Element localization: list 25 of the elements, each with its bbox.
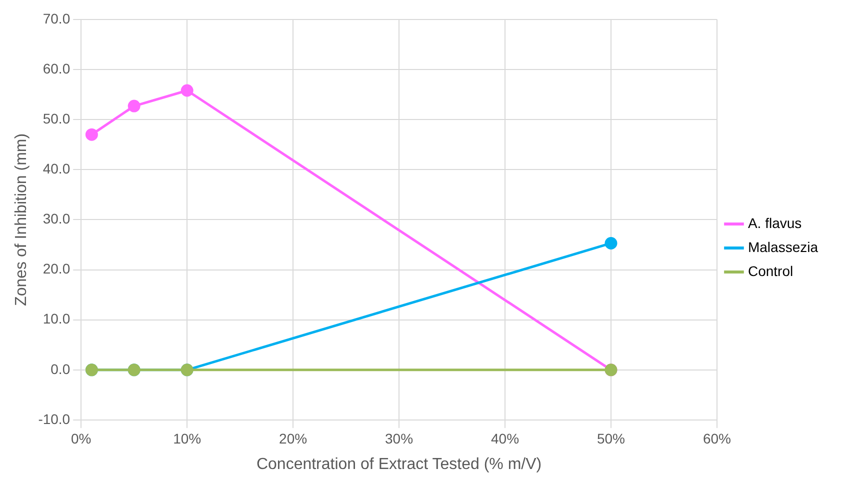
x-axis-title: Concentration of Extract Tested (% m/V)	[256, 456, 542, 473]
x-tick-label: 40%	[491, 430, 520, 446]
x-tick-label: 60%	[702, 430, 731, 446]
x-tick-label: 10%	[173, 430, 202, 446]
point	[128, 100, 140, 112]
y-axis-title: Zones of Inhibition (mm)	[13, 133, 30, 306]
y-tick-label: -10.0	[38, 410, 70, 427]
y-tick-label: 40.0	[42, 160, 70, 176]
x-tick-label: 0%	[70, 430, 92, 446]
point	[85, 128, 98, 141]
legend-label: Malassezia	[748, 238, 818, 255]
legend-label: Control	[748, 262, 794, 279]
x-tick-label: 20%	[279, 430, 308, 446]
y-tick-label: 10.0	[42, 310, 70, 327]
legend-label: A. flavus	[748, 214, 802, 231]
x-tick-label: 30%	[385, 430, 414, 446]
y-tick-label: 30.0	[42, 210, 70, 227]
y-tick-label: 0.0	[50, 360, 70, 377]
y-tick-label: 70.0	[42, 10, 70, 26]
y-tick-label: 20.0	[42, 260, 70, 277]
point	[180, 84, 194, 97]
y-tick-label: 60.0	[42, 60, 70, 76]
point	[604, 236, 618, 250]
y-tick-label: 50.0	[42, 110, 70, 126]
x-tick-label: 50%	[596, 430, 626, 446]
